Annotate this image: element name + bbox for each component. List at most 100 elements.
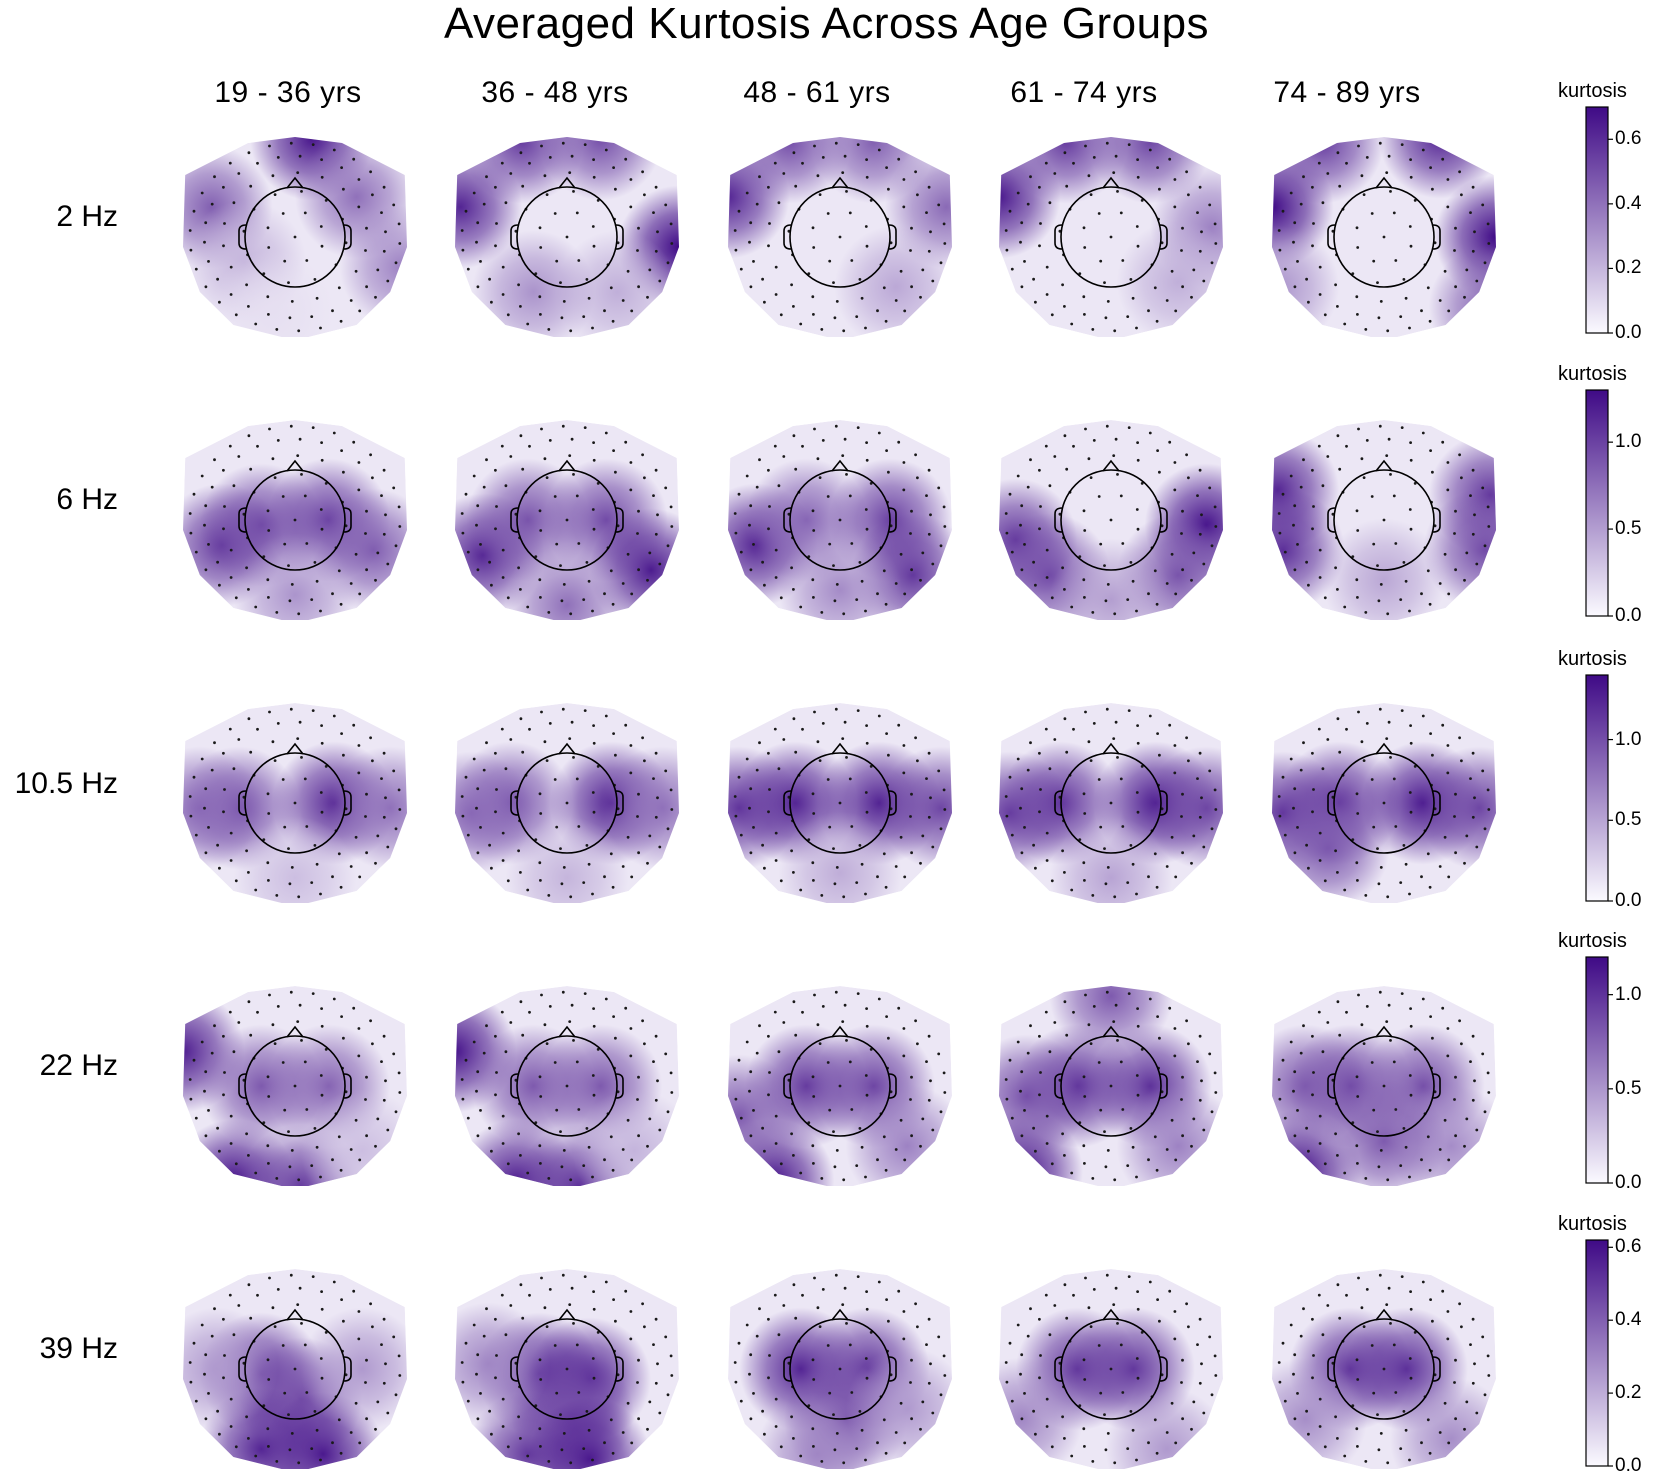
kurtosis-blob (778, 811, 902, 903)
column-label-1: 19 - 36 yrs (214, 76, 362, 109)
kurtosis-blob (1417, 746, 1496, 870)
topomap-3-3 (999, 986, 1223, 1186)
colorbar-tick-label: 0.4 (1615, 1309, 1642, 1331)
kurtosis-blob (471, 230, 596, 337)
colorbar-tick-label: 0.2 (1615, 257, 1642, 279)
topomap-3-2 (728, 986, 952, 1186)
colorbar-tick-label: 0.0 (1615, 322, 1642, 343)
head-outline (238, 742, 352, 854)
sensor-markers (733, 424, 947, 616)
head-outline (510, 742, 624, 854)
kurtosis-blob (1049, 986, 1173, 1058)
colorbar-tick-label: 0.5 (1615, 1077, 1642, 1099)
colorbar-1 (1585, 106, 1609, 334)
sensor-markers (733, 1273, 947, 1465)
kurtosis-blob (1322, 518, 1446, 620)
head-outline (783, 176, 897, 288)
colorbar-tick-label: 1.0 (1615, 983, 1642, 1005)
kurtosis-blob (505, 543, 629, 620)
topomap-0-4 (1272, 137, 1496, 337)
kurtosis-blob (1322, 1079, 1446, 1186)
kurtosis-blob (879, 746, 952, 870)
topomap-0-2 (728, 137, 952, 337)
topomap-4-3 (999, 1269, 1223, 1469)
head-outline (510, 1025, 624, 1137)
colorbar-title: kurtosis (1558, 648, 1627, 670)
kurtosis-blob (183, 746, 262, 870)
topomap-2-2 (728, 703, 952, 903)
kurtosis-blob (505, 816, 629, 903)
topomap-0-1 (455, 137, 679, 337)
topomap-2-4 (1272, 703, 1496, 903)
kurtosis-blob (600, 746, 679, 870)
head-outline (238, 176, 352, 288)
colorbar-title: kurtosis (1558, 930, 1627, 952)
head-outline (1054, 176, 1168, 288)
head-outline (1327, 1025, 1441, 1137)
colorbar-tick-label: 0.5 (1615, 518, 1642, 540)
kurtosis-blob (1389, 1377, 1496, 1469)
kurtosis-blob (539, 137, 663, 201)
head-outline (238, 1025, 352, 1137)
colorbar-title: kurtosis (1558, 80, 1627, 102)
column-label-5: 74 - 89 yrs (1273, 76, 1421, 109)
column-label-2: 36 - 48 yrs (481, 76, 629, 109)
kurtosis-blob (1144, 746, 1223, 870)
topomap-3-4 (1272, 986, 1496, 1186)
head-outline (1327, 742, 1441, 854)
colorbar-tick-label: 0.4 (1615, 192, 1642, 214)
kurtosis-blob (300, 1307, 407, 1431)
kurtosis-blob (1049, 538, 1173, 620)
topomap-2-3 (999, 703, 1223, 903)
topomap-0-0 (183, 137, 407, 337)
head-outline (783, 742, 897, 854)
colorbar-3 (1585, 674, 1609, 902)
sensor-markers (460, 707, 674, 899)
sensor-markers (733, 141, 947, 333)
colorbar-4 (1585, 956, 1609, 1184)
row-label-1: 2 Hz (56, 200, 118, 233)
sensor-markers (188, 1273, 402, 1465)
column-label-4: 61 - 74 yrs (1010, 76, 1158, 109)
column-label-3: 48 - 61 yrs (743, 76, 891, 109)
colorbar-title: kurtosis (1558, 363, 1627, 385)
head-outline (783, 459, 897, 571)
sensor-markers (1277, 1273, 1491, 1465)
colorbar-tick-label: 0.0 (1615, 605, 1642, 626)
colorbar-tick-label: 0.0 (1615, 1455, 1642, 1476)
sensor-markers (1004, 707, 1218, 899)
kurtosis-blob (339, 205, 407, 329)
sensor-markers (1004, 1273, 1218, 1465)
topomap-1-3 (999, 420, 1223, 620)
head-outline (1327, 176, 1441, 288)
kurtosis-blob (778, 528, 902, 620)
topomap-4-4 (1272, 1269, 1496, 1469)
kurtosis-blob (1423, 488, 1496, 612)
sensor-markers (460, 1273, 674, 1465)
kurtosis-blob (999, 1034, 1089, 1158)
head-outline (1054, 1025, 1168, 1137)
kurtosis-blob (300, 1089, 407, 1186)
kurtosis-blob (572, 1089, 679, 1186)
sensor-markers (188, 141, 402, 333)
kurtosis-blob (1105, 1387, 1223, 1469)
kurtosis-blob (999, 1357, 1084, 1469)
figure-title: Averaged Kurtosis Across Age Groups (443, 0, 1210, 48)
kurtosis-blob (845, 1347, 952, 1469)
kurtosis-blob (1272, 225, 1340, 337)
head-outline (783, 1308, 897, 1420)
colorbar-tick-label: 0.6 (1615, 1236, 1642, 1258)
colorbar-tick-label: 0.5 (1615, 809, 1642, 831)
kurtosis-blob (328, 746, 407, 870)
kurtosis-blob (1049, 816, 1173, 903)
head-outline (1054, 459, 1168, 571)
topomap-2-1 (455, 703, 679, 903)
colorbar-tick-label: 1.0 (1615, 431, 1642, 453)
kurtosis-blob (1378, 137, 1496, 199)
topomap-1-4 (1272, 420, 1496, 620)
colorbar-tick-label: 0.0 (1615, 1172, 1642, 1193)
head-outline (783, 1025, 897, 1137)
kurtosis-blob (1272, 1357, 1368, 1469)
kurtosis-blob (1272, 488, 1345, 612)
